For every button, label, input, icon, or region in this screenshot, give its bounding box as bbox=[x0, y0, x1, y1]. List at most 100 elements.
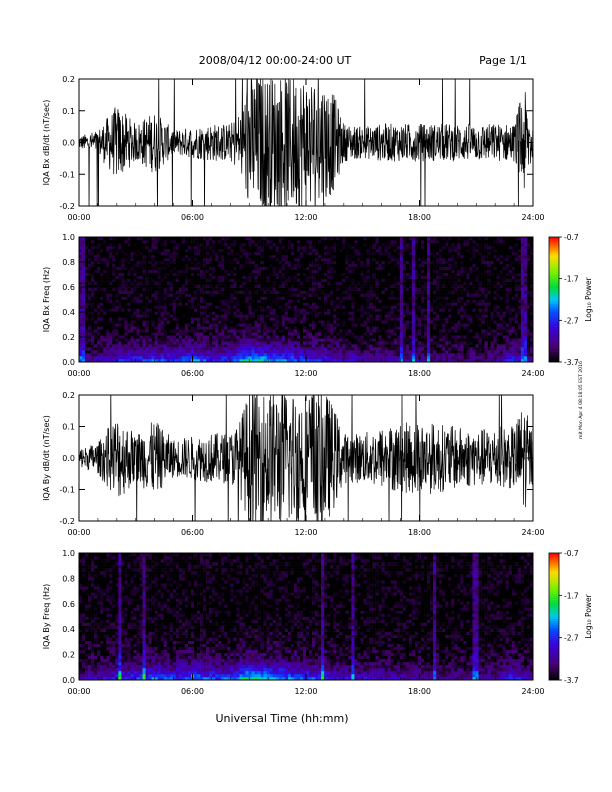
spectrogram-cell bbox=[417, 323, 422, 327]
spectrogram-cell bbox=[324, 341, 328, 345]
spectrogram-cell bbox=[236, 266, 240, 271]
spectrogram-cell bbox=[224, 350, 228, 354]
spectrogram-cell bbox=[224, 237, 228, 241]
spectrogram-cell bbox=[248, 275, 252, 279]
spectrogram-cell bbox=[175, 239, 180, 244]
spectrogram-cell bbox=[154, 338, 158, 342]
spectrogram-cell bbox=[224, 263, 228, 268]
spectrogram-cell bbox=[197, 272, 201, 276]
spectrogram-cell bbox=[115, 302, 119, 306]
spectrogram-cell bbox=[197, 275, 201, 279]
spectrogram-cell bbox=[342, 305, 346, 309]
spectrogram-cell bbox=[227, 260, 231, 265]
spectrogram-cell bbox=[421, 239, 425, 244]
spectrogram-cell bbox=[290, 314, 295, 318]
spectrogram-cell bbox=[417, 251, 422, 256]
spectrogram-cell bbox=[417, 326, 422, 330]
spectrogram-cell bbox=[312, 353, 316, 357]
spectrogram-cell bbox=[94, 281, 98, 285]
spectrogram-cell bbox=[97, 260, 101, 265]
spectrogram-cell bbox=[163, 290, 168, 294]
spectrogram-cell bbox=[130, 302, 134, 306]
spectrogram-cell bbox=[127, 302, 131, 306]
spectrogram-cell bbox=[85, 314, 89, 318]
spectrogram-cell bbox=[190, 326, 195, 330]
spectrogram-cell bbox=[302, 314, 307, 318]
spectrogram-cell bbox=[269, 290, 274, 294]
spectrogram-cell bbox=[133, 359, 137, 363]
spectrogram-cell bbox=[321, 302, 325, 306]
spectrogram-cell bbox=[115, 287, 119, 291]
spectrogram-cell bbox=[139, 296, 143, 300]
spectrogram-cell bbox=[215, 275, 219, 279]
spectrogram-cell bbox=[405, 308, 410, 312]
spectrogram-cell bbox=[157, 278, 162, 282]
spectrogram-cell bbox=[251, 260, 255, 265]
spectrogram-cell bbox=[233, 353, 237, 357]
spectrogram-cell bbox=[402, 293, 407, 297]
spectrogram-cell bbox=[375, 237, 379, 241]
spectrogram-cell bbox=[363, 293, 367, 297]
spectrogram-cell bbox=[284, 335, 289, 339]
spectrogram-cell bbox=[296, 278, 301, 282]
spectrogram-cell bbox=[145, 314, 149, 318]
spectrogram-cell bbox=[390, 242, 395, 247]
spectrogram-cell bbox=[85, 260, 89, 265]
spectrogram-cell bbox=[254, 353, 258, 357]
spectrogram-cell bbox=[233, 248, 237, 253]
spectrogram-cell bbox=[227, 245, 231, 250]
spectrogram-cell bbox=[224, 254, 228, 259]
spectrogram-cell bbox=[124, 242, 128, 247]
spectrogram-cell bbox=[342, 329, 346, 333]
spectrogram-cell bbox=[97, 335, 101, 339]
spectrogram-cell bbox=[184, 317, 189, 321]
spectrogram-cell bbox=[118, 311, 122, 315]
spectrogram-cell bbox=[408, 245, 413, 250]
spectrogram-cell bbox=[218, 344, 222, 348]
spectrogram-cell bbox=[166, 347, 171, 351]
spectrogram-cell bbox=[245, 326, 249, 330]
spectrogram-cell bbox=[330, 287, 334, 291]
spectrogram-cell bbox=[421, 347, 425, 351]
spectrogram-cell bbox=[330, 311, 334, 315]
spectrogram-cell bbox=[157, 341, 162, 345]
spectrogram-cell bbox=[163, 299, 168, 303]
spectrogram-cell bbox=[169, 320, 174, 324]
spectrogram-cell bbox=[318, 356, 322, 360]
spectrogram-cell bbox=[148, 290, 152, 294]
spectrogram-cell bbox=[417, 305, 422, 309]
spectrogram-cell bbox=[390, 308, 395, 312]
spectrogram-cell bbox=[360, 266, 364, 271]
spectrogram-cell bbox=[178, 290, 183, 294]
spectrogram-cell bbox=[321, 305, 325, 309]
spectrogram-cell bbox=[296, 281, 301, 285]
spectrogram-cell bbox=[227, 308, 231, 312]
spectrogram-cell bbox=[430, 347, 434, 351]
spectrogram-cell bbox=[82, 320, 86, 324]
spectrogram-cell bbox=[330, 242, 334, 247]
spectrogram-cell bbox=[369, 359, 373, 363]
spectrogram-cell bbox=[233, 257, 237, 262]
spectrogram-cell bbox=[82, 254, 86, 259]
spectrogram-cell bbox=[384, 269, 389, 274]
spectrogram-cell bbox=[424, 239, 428, 244]
spectrogram-cell bbox=[142, 359, 146, 363]
spectrogram-cell bbox=[284, 329, 289, 333]
spectrogram-cell bbox=[381, 338, 385, 342]
spectrogram-cell bbox=[194, 248, 198, 253]
spectrogram-cell bbox=[100, 239, 104, 244]
spectrogram-cell bbox=[278, 278, 283, 282]
spectrogram-cell bbox=[327, 254, 331, 259]
spectrogram-cell bbox=[121, 335, 125, 339]
spectrogram-cell bbox=[154, 278, 158, 282]
spectrogram-cell bbox=[230, 317, 234, 321]
spectrogram-cell bbox=[233, 311, 237, 315]
spectrogram-cell bbox=[257, 257, 261, 262]
spectrogram-cell bbox=[136, 299, 140, 303]
spectrogram-cell bbox=[206, 237, 210, 241]
spectrogram-cell bbox=[424, 302, 428, 306]
spectrogram-cell bbox=[169, 275, 174, 279]
spectrogram-cell bbox=[309, 353, 313, 357]
spectrogram-cell bbox=[121, 323, 125, 327]
